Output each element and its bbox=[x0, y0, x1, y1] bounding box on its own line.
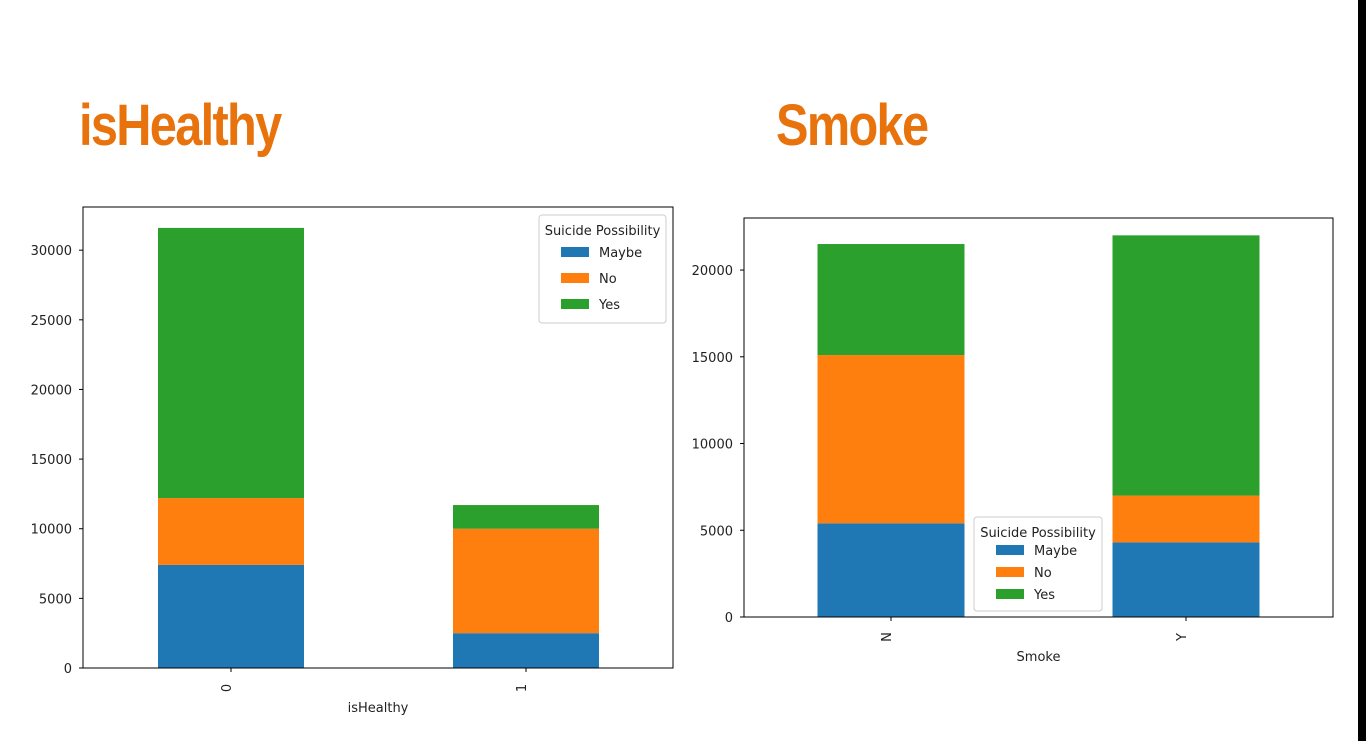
legend: Suicide Possibility Maybe No Yes bbox=[973, 516, 1103, 612]
legend-label-maybe: Maybe bbox=[599, 246, 642, 261]
bar-N-maybe bbox=[817, 523, 965, 617]
chart-smoke: 0 5000 10000 15000 20000 N Y Smoke Suicide Possi… bbox=[692, 217, 1334, 665]
axes-frame bbox=[743, 217, 1334, 618]
legend-swatch-maybe bbox=[561, 247, 589, 257]
bar-N-no bbox=[817, 355, 965, 524]
bar-1-no bbox=[453, 528, 599, 634]
legend-swatch-no bbox=[996, 567, 1024, 577]
legend-title: Suicide Possibility bbox=[980, 526, 1096, 541]
y-tick-label: 20000 bbox=[692, 264, 733, 279]
slide-right-edge bbox=[1358, 0, 1366, 741]
y-tick-label: 10000 bbox=[692, 438, 733, 453]
bar-Y-no bbox=[1112, 495, 1260, 543]
x-tick-label: 1 bbox=[515, 684, 530, 692]
bar-1-yes bbox=[453, 505, 599, 529]
legend-title: Suicide Possibility bbox=[545, 224, 661, 239]
y-tick-label: 5000 bbox=[39, 592, 72, 607]
legend-box bbox=[538, 214, 667, 324]
bar-0-no bbox=[158, 498, 304, 565]
bar-N-yes bbox=[817, 244, 965, 356]
y-tick-label: 30000 bbox=[31, 244, 72, 259]
chart-ishealthy: 0 5000 10000 15000 20000 25000 30000 0 1 isHealth… bbox=[31, 206, 674, 716]
legend-swatch-no bbox=[561, 273, 589, 283]
x-tick-label: Y bbox=[1175, 633, 1190, 642]
x-tick-label: N bbox=[880, 632, 895, 642]
bar-Y-maybe bbox=[1112, 542, 1260, 617]
axes-frame bbox=[82, 206, 674, 669]
y-tick-label: 15000 bbox=[31, 453, 72, 468]
x-axis-label: isHealthy bbox=[348, 701, 409, 716]
legend-swatch-maybe bbox=[996, 545, 1024, 555]
legend-label-yes: Yes bbox=[1033, 588, 1055, 603]
legend-swatch-yes bbox=[996, 589, 1024, 599]
bar-0-maybe bbox=[158, 564, 304, 668]
y-tick-label: 0 bbox=[725, 611, 733, 626]
bar-0-yes bbox=[158, 227, 304, 499]
bar-1-maybe bbox=[453, 633, 599, 668]
legend-label-no: No bbox=[1034, 566, 1052, 581]
x-axis-label: Smoke bbox=[1017, 650, 1061, 665]
x-tick-label: 0 bbox=[220, 684, 235, 692]
y-tick-label: 0 bbox=[64, 662, 72, 677]
heading-ishealthy: isHealthy bbox=[79, 93, 282, 158]
legend-label-no: No bbox=[599, 272, 617, 287]
y-tick-label: 20000 bbox=[31, 383, 72, 398]
y-tick-label: 5000 bbox=[700, 524, 733, 539]
legend-label-maybe: Maybe bbox=[1034, 544, 1077, 559]
y-tick-label: 25000 bbox=[31, 314, 72, 329]
legend-box bbox=[973, 516, 1103, 612]
y-tick-label: 15000 bbox=[692, 351, 733, 366]
bar-Y-yes bbox=[1112, 235, 1260, 496]
y-tick-label: 10000 bbox=[31, 523, 72, 538]
legend: Suicide Possibility Maybe No Yes bbox=[538, 214, 667, 324]
legend-swatch-yes bbox=[561, 299, 589, 309]
heading-smoke: Smoke bbox=[776, 93, 929, 158]
legend-label-yes: Yes bbox=[598, 298, 620, 313]
